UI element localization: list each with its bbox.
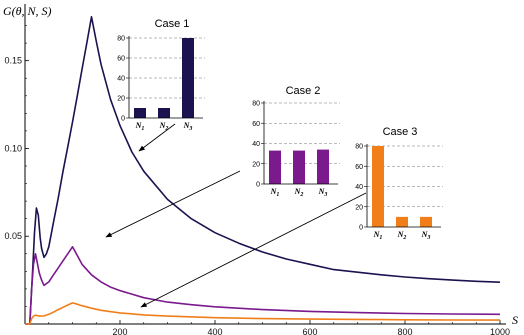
- inset-title: Case 2: [286, 85, 321, 97]
- inset-title: Case 3: [383, 126, 418, 138]
- inset-category-label: N1: [135, 121, 145, 132]
- y-tick-label: 0.15: [4, 56, 22, 66]
- inset-bar: [269, 150, 281, 184]
- inset-case-2: Case 2 0 20 40 60 80 N1 N2 N3: [252, 85, 340, 198]
- inset-tick-label: 0: [256, 182, 260, 189]
- inset-category-label: N2: [397, 230, 407, 241]
- inset-category-label: N3: [183, 121, 193, 132]
- inset-case-1: Case 1 0 20 40 60 80 N1 N2 N3: [117, 18, 205, 132]
- inset-bar: [317, 149, 329, 184]
- x-tick-label: 400: [207, 327, 222, 335]
- series-line-2: [25, 246, 501, 325]
- inset-category-label: N1: [270, 187, 280, 198]
- inset-category-label: N3: [318, 187, 328, 198]
- inset-category-label: N1: [373, 230, 383, 241]
- inset-bar: [372, 146, 384, 227]
- pointer-arrow-2: [105, 170, 241, 238]
- inset-bar: [396, 216, 408, 227]
- inset-tick-label: 60: [355, 164, 363, 171]
- inset-tick-label: 80: [117, 36, 125, 43]
- pointer-arrow-1: [138, 123, 176, 152]
- inset-tick-label: 40: [117, 76, 125, 83]
- inset-bar: [134, 108, 146, 118]
- inset-category-label: N3: [421, 230, 431, 241]
- series-line-1: [25, 15, 501, 325]
- insets: Case 1 0 20 40 60 80 N1 N2 N3 Case 2 0 20 40 60 80 N1 N2…: [117, 18, 443, 241]
- inset-tick-label: 20: [355, 204, 363, 211]
- inset-bar: [158, 108, 170, 118]
- x-axis-title: S: [512, 313, 518, 327]
- y-tick-label: 0.05: [4, 231, 22, 241]
- y-axis-title: G(θ, N, S): [3, 4, 52, 18]
- inset-bar: [420, 216, 432, 227]
- inset-bar: [182, 38, 194, 118]
- pointer-arrow-3: [140, 192, 367, 308]
- inset-tick-label: 60: [117, 56, 125, 63]
- y-tick-label: 0.10: [4, 143, 22, 153]
- inset-tick-label: 20: [252, 161, 260, 168]
- inset-category-label: N2: [159, 121, 169, 132]
- inset-tick-label: 80: [252, 101, 260, 108]
- curves: [25, 15, 501, 325]
- x-tick-label: 1000: [490, 327, 510, 335]
- inset-case-3: Case 3 0 20 40 60 80 N1 N2 N3: [355, 126, 443, 241]
- inset-category-label: N2: [294, 187, 304, 198]
- x-tick-label: 200: [112, 327, 127, 335]
- x-tick-label: 800: [397, 327, 412, 335]
- inset-tick-label: 0: [359, 225, 363, 232]
- inset-title: Case 1: [155, 18, 190, 30]
- inset-tick-label: 0: [121, 116, 125, 123]
- inset-tick-label: 60: [252, 121, 260, 128]
- inset-tick-label: 80: [355, 144, 363, 151]
- inset-tick-label: 40: [252, 141, 260, 148]
- series-line-3: [25, 302, 501, 325]
- inset-bar: [293, 150, 305, 184]
- x-tick-label: 600: [302, 327, 317, 335]
- inset-tick-label: 20: [117, 96, 125, 103]
- arrows: [105, 123, 367, 308]
- inset-tick-label: 40: [355, 184, 363, 191]
